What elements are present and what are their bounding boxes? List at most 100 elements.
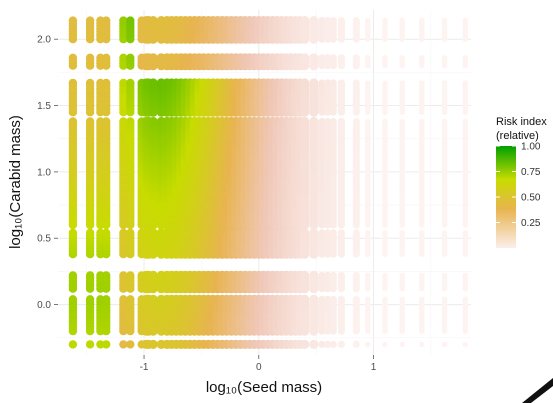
data-point: [85, 16, 95, 25]
data-point: [418, 55, 425, 61]
data-point: [119, 228, 128, 238]
data-point: [337, 340, 345, 348]
data-point: [102, 78, 111, 88]
data-point: [119, 117, 128, 126]
data-point: [119, 340, 128, 349]
data-point: [441, 55, 448, 61]
data-point: [418, 296, 425, 303]
data-point: [365, 230, 371, 236]
data-point: [126, 295, 135, 304]
data-point: [102, 117, 111, 126]
data-point: [119, 78, 128, 88]
data-point: [309, 53, 319, 63]
data-point: [148, 339, 158, 349]
data-point: [365, 341, 371, 348]
data-point: [329, 271, 337, 279]
data-point: [365, 17, 371, 24]
data-point: [337, 117, 345, 126]
data-point: [365, 80, 371, 86]
data-point: [352, 340, 360, 348]
data-point: [337, 229, 345, 237]
data-point: [85, 117, 95, 126]
data-point: [399, 118, 406, 125]
data-point: [148, 78, 158, 88]
data-point: [68, 16, 78, 25]
data-point: [462, 341, 469, 348]
data-point: [126, 16, 135, 25]
data-point: [337, 295, 345, 303]
data-point: [300, 270, 310, 280]
data-point: [68, 78, 78, 88]
data-point: [309, 294, 319, 304]
data-point: [148, 16, 158, 26]
data-point: [85, 295, 95, 304]
data-point: [85, 271, 95, 280]
data-point: [300, 228, 310, 238]
data-point: [352, 295, 360, 303]
data-point: [418, 80, 425, 86]
data-point: [399, 55, 406, 61]
data-point: [329, 54, 337, 62]
data-point: [418, 272, 425, 279]
data-point: [352, 17, 360, 25]
data-point: [148, 270, 158, 280]
data-point: [309, 270, 319, 280]
data-point: [126, 78, 135, 88]
data-point: [462, 296, 469, 303]
data-point: [309, 339, 319, 349]
data-point: [399, 80, 406, 86]
data-point: [418, 230, 425, 236]
data-point: [300, 116, 310, 127]
data-point: [337, 54, 345, 62]
data-point: [148, 228, 158, 238]
data-point: [462, 272, 469, 279]
data-point: [102, 228, 111, 238]
data-point: [352, 229, 360, 237]
data-point: [399, 17, 406, 24]
data-point: [441, 118, 448, 125]
points-layer: [68, 16, 469, 349]
data-point: [337, 17, 345, 25]
data-point: [309, 228, 319, 238]
data-point: [126, 271, 135, 280]
data-point: [102, 295, 111, 304]
data-point: [382, 17, 388, 24]
data-point: [382, 230, 388, 236]
data-point: [300, 294, 310, 304]
data-point: [148, 116, 158, 127]
data-point: [441, 230, 448, 236]
data-point: [329, 229, 337, 237]
data-point: [382, 272, 388, 279]
data-point: [365, 296, 371, 303]
data-point: [300, 16, 310, 26]
data-point: [68, 271, 78, 280]
data-point: [85, 78, 95, 88]
data-point: [68, 228, 78, 238]
data-point: [102, 16, 111, 25]
data-point: [126, 117, 135, 126]
data-point: [126, 228, 135, 238]
data-point: [309, 78, 319, 88]
data-point: [126, 340, 135, 349]
data-point: [85, 53, 95, 62]
data-point: [441, 272, 448, 279]
data-point: [382, 341, 388, 348]
data-point: [309, 16, 319, 26]
data-point: [441, 17, 448, 24]
data-point: [399, 230, 406, 236]
data-point: [399, 272, 406, 279]
data-point: [365, 272, 371, 279]
data-point: [352, 79, 360, 87]
data-point: [352, 117, 360, 126]
data-point: [329, 117, 337, 126]
data-point: [337, 79, 345, 87]
data-point: [352, 271, 360, 279]
data-point: [68, 295, 78, 304]
data-point: [382, 296, 388, 303]
data-point: [68, 117, 78, 126]
data-point: [102, 340, 111, 349]
data-point: [382, 55, 388, 61]
data-point: [119, 16, 128, 25]
data-point: [399, 296, 406, 303]
